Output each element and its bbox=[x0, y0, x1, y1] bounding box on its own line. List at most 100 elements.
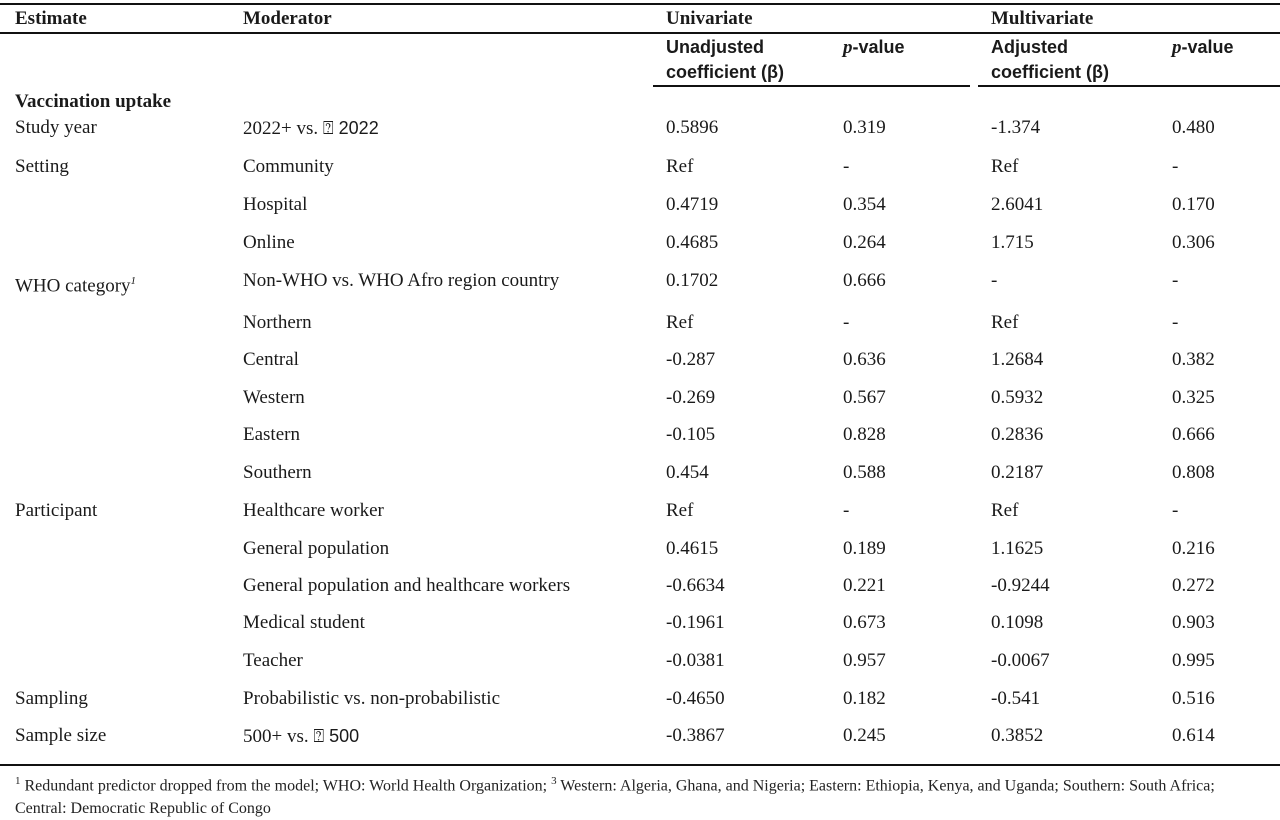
unadjusted-coefficient-cell: -0.105 bbox=[666, 424, 716, 445]
moderator-cell: Northern bbox=[243, 312, 312, 333]
table-row: Sampling Probabilistic vs. non-probabilis… bbox=[0, 688, 1280, 718]
adjusted-coefficient-cell: 0.2187 bbox=[991, 462, 1044, 483]
moderator-cell: Teacher bbox=[243, 650, 303, 671]
table-row: Medical student -0.1961 0.673 0.1098 0.903 bbox=[0, 612, 1280, 642]
univariate-pvalue-cell: 0.182 bbox=[843, 688, 886, 709]
moderator-cell: Southern bbox=[243, 462, 312, 483]
unadjusted-coefficient-cell: -0.1961 bbox=[666, 612, 725, 633]
moderator-cell: 500+ vs. ⍰ 500 bbox=[243, 726, 360, 747]
unadjusted-coefficient-cell: -0.4650 bbox=[666, 688, 725, 709]
table-row: Setting Community Ref - Ref - bbox=[0, 156, 1280, 186]
univariate-pvalue-cell: 0.221 bbox=[843, 575, 886, 596]
table-row: Eastern -0.105 0.828 0.2836 0.666 bbox=[0, 424, 1280, 454]
moderator-cell: Western bbox=[243, 387, 305, 408]
header-univariate: Univariate bbox=[666, 8, 753, 29]
univariate-pvalue-cell: 0.636 bbox=[843, 349, 886, 370]
multivariate-underline bbox=[978, 85, 1280, 87]
unadjusted-coefficient-cell: 0.4719 bbox=[666, 194, 719, 215]
header-multivariate: Multivariate bbox=[991, 8, 1094, 29]
adjusted-coefficient-cell: Ref bbox=[991, 156, 1019, 177]
univariate-pvalue-cell: 0.245 bbox=[843, 725, 886, 746]
header-rule bbox=[0, 32, 1280, 34]
adjusted-coefficient-cell: Ref bbox=[991, 312, 1019, 333]
multivariate-pvalue-cell: - bbox=[1172, 500, 1179, 521]
estimate-cell: Participant bbox=[15, 500, 98, 521]
moderator-cell: Non-WHO vs. WHO Afro region country bbox=[243, 270, 560, 291]
unadjusted-coefficient-cell: 0.4615 bbox=[666, 538, 719, 559]
multivariate-pvalue-cell: 0.903 bbox=[1172, 612, 1215, 633]
adjusted-coefficient-cell: 1.1625 bbox=[991, 538, 1044, 559]
adjusted-coefficient-cell: 2.6041 bbox=[991, 194, 1044, 215]
univariate-pvalue-cell: 0.264 bbox=[843, 232, 886, 253]
unadjusted-coefficient-cell: -0.3867 bbox=[666, 725, 725, 746]
univariate-pvalue-cell: 0.567 bbox=[843, 387, 886, 408]
unadjusted-coefficient-cell: -0.287 bbox=[666, 349, 716, 370]
moderator-cell: General population bbox=[243, 538, 390, 559]
header-adjusted-coefficient: Adjusted coefficient (β) bbox=[991, 37, 1109, 82]
adjusted-coefficient-cell: - bbox=[991, 270, 998, 291]
univariate-pvalue-cell: 0.957 bbox=[843, 650, 886, 671]
table-top-rule bbox=[0, 3, 1280, 5]
univariate-pvalue-cell: - bbox=[843, 156, 850, 177]
univariate-pvalue-cell: - bbox=[843, 312, 850, 333]
univariate-pvalue-cell: 0.354 bbox=[843, 194, 886, 215]
univariate-pvalue-cell: - bbox=[843, 500, 850, 521]
adjusted-coefficient-cell: 0.5932 bbox=[991, 387, 1044, 408]
header-multivariate-pvalue: p-value bbox=[1172, 37, 1234, 58]
table-row: Teacher -0.0381 0.957 -0.0067 0.995 bbox=[0, 650, 1280, 680]
adjusted-coefficient-cell: 0.3852 bbox=[991, 725, 1044, 746]
table-row: WHO category1 Non-WHO vs. WHO Afro region… bbox=[0, 270, 1280, 300]
adjusted-coefficient-cell: -1.374 bbox=[991, 117, 1041, 138]
table-row: Central -0.287 0.636 1.2684 0.382 bbox=[0, 349, 1280, 379]
unadjusted-coefficient-cell: Ref bbox=[666, 500, 694, 521]
estimate-cell: WHO category1 bbox=[15, 275, 137, 297]
header-estimate: Estimate bbox=[15, 8, 87, 29]
moderator-cell: Eastern bbox=[243, 424, 300, 445]
multivariate-pvalue-cell: 0.995 bbox=[1172, 650, 1215, 671]
moderator-cell: Online bbox=[243, 232, 295, 253]
multivariate-pvalue-cell: 0.516 bbox=[1172, 688, 1215, 709]
table-row: Participant Healthcare worker Ref - Ref - bbox=[0, 500, 1280, 530]
univariate-pvalue-cell: 0.319 bbox=[843, 117, 886, 138]
multivariate-pvalue-cell: - bbox=[1172, 156, 1179, 177]
multivariate-pvalue-cell: 0.170 bbox=[1172, 194, 1215, 215]
adjusted-coefficient-cell: 1.715 bbox=[991, 232, 1034, 253]
unadjusted-coefficient-cell: Ref bbox=[666, 312, 694, 333]
adjusted-coefficient-cell: Ref bbox=[991, 500, 1019, 521]
unadjusted-coefficient-cell: -0.269 bbox=[666, 387, 716, 408]
adjusted-coefficient-cell: 0.1098 bbox=[991, 612, 1044, 633]
moderator-cell: Community bbox=[243, 156, 334, 177]
table-bottom-rule bbox=[0, 764, 1280, 766]
table-row: Western -0.269 0.567 0.5932 0.325 bbox=[0, 387, 1280, 417]
univariate-pvalue-cell: 0.666 bbox=[843, 270, 886, 291]
unadjusted-coefficient-cell: -0.0381 bbox=[666, 650, 725, 671]
table-row: Southern 0.454 0.588 0.2187 0.808 bbox=[0, 462, 1280, 492]
multivariate-pvalue-cell: 0.480 bbox=[1172, 117, 1215, 138]
table-row: Northern Ref - Ref - bbox=[0, 312, 1280, 342]
adjusted-coefficient-cell: 0.2836 bbox=[991, 424, 1044, 445]
moderator-cell: 2022+ vs. ⍰ 2022 bbox=[243, 118, 379, 139]
table-row: General population 0.4615 0.189 1.1625 0.216 bbox=[0, 538, 1280, 568]
header-unadjusted-coefficient: Unadjusted coefficient (β) bbox=[666, 37, 784, 82]
univariate-pvalue-cell: 0.189 bbox=[843, 538, 886, 559]
section-title: Vaccination uptake bbox=[15, 91, 172, 112]
table-row: Hospital 0.4719 0.354 2.6041 0.170 bbox=[0, 194, 1280, 224]
header-moderator: Moderator bbox=[243, 8, 332, 29]
multivariate-pvalue-cell: 0.325 bbox=[1172, 387, 1215, 408]
header-univariate-pvalue: p-value bbox=[843, 37, 905, 58]
multivariate-pvalue-cell: 0.666 bbox=[1172, 424, 1215, 445]
table-row: Sample size 500+ vs. ⍰ 500 -0.3867 0.245 0.3… bbox=[0, 725, 1280, 755]
univariate-underline bbox=[653, 85, 970, 87]
adjusted-coefficient-cell: -0.0067 bbox=[991, 650, 1050, 671]
moderator-cell: General population and healthcare worker… bbox=[243, 575, 571, 596]
moderator-cell: Hospital bbox=[243, 194, 308, 215]
adjusted-coefficient-cell: 1.2684 bbox=[991, 349, 1044, 370]
adjusted-coefficient-cell: -0.541 bbox=[991, 688, 1041, 709]
univariate-pvalue-cell: 0.673 bbox=[843, 612, 886, 633]
multivariate-pvalue-cell: 0.382 bbox=[1172, 349, 1215, 370]
multivariate-pvalue-cell: 0.216 bbox=[1172, 538, 1215, 559]
multivariate-pvalue-cell: 0.306 bbox=[1172, 232, 1215, 253]
multivariate-pvalue-cell: - bbox=[1172, 312, 1179, 333]
moderator-cell: Healthcare worker bbox=[243, 500, 384, 521]
